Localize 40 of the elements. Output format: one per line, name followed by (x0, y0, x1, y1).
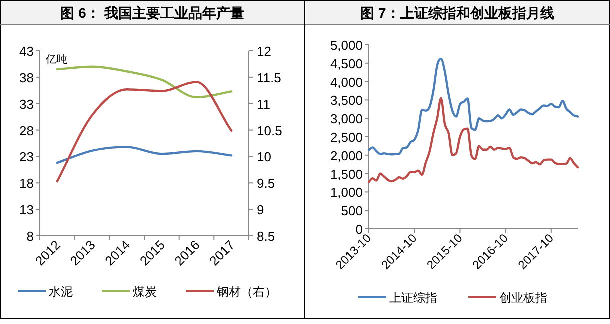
y-tick-label: 43 (20, 44, 34, 59)
y2-tick-label: 10.5 (257, 123, 282, 138)
y-tick-label: 13 (20, 202, 34, 218)
y2-tick-label: 11.5 (257, 70, 282, 86)
y-tick-label: 18 (20, 176, 34, 192)
chart-title: 图 7：上证综指和创业板指月线 (360, 5, 554, 21)
legend-item: 上证综指 (358, 291, 438, 305)
y2-tick-label: 12 (257, 44, 272, 59)
y-tick-label: 33 (20, 96, 34, 112)
y-tick-label: 38 (20, 70, 34, 86)
y-tick-label: 5,000 (330, 38, 363, 53)
y-axis-title: 亿吨 (45, 53, 68, 66)
legend-label: 创业板指 (500, 291, 548, 305)
legend-label: 上证综指 (390, 291, 438, 305)
y-tick-label: 1,000 (330, 185, 363, 200)
y-tick-label: 28 (20, 123, 34, 138)
chart-title: 图 6： 我国主要工业品年产量 (60, 5, 244, 21)
y-tick-label: 4,000 (330, 74, 363, 90)
y2-tick-label: 11 (257, 96, 270, 112)
y-tick-label: 500 (341, 204, 363, 219)
y-tick-label: 2,500 (330, 130, 363, 145)
y-tick-label: 23 (20, 150, 34, 165)
legend-label: 水泥 (49, 285, 73, 299)
y-tick-label: 1,500 (330, 166, 363, 182)
y-tick-label: 8 (26, 229, 34, 244)
legend-item: 钢材（右） (186, 285, 277, 299)
y2-tick-label: 9.5 (257, 176, 276, 192)
legend-item: 水泥 (18, 285, 73, 299)
y2-tick-label: 10 (257, 150, 272, 165)
legend-label: 煤炭 (133, 285, 157, 299)
y-tick-label: 3,000 (330, 112, 363, 127)
y-tick-label: 4,500 (330, 56, 363, 72)
y-tick-label: 3,500 (330, 93, 363, 108)
y2-tick-label: 8.5 (257, 229, 276, 244)
y2-tick-label: 9 (257, 202, 264, 218)
legend-item: 煤炭 (102, 285, 157, 299)
y-tick-label: 2,000 (330, 148, 363, 164)
legend-label: 钢材（右） (216, 285, 277, 299)
y-tick-label: 0 (356, 222, 363, 237)
legend-item: 创业板指 (468, 291, 548, 305)
